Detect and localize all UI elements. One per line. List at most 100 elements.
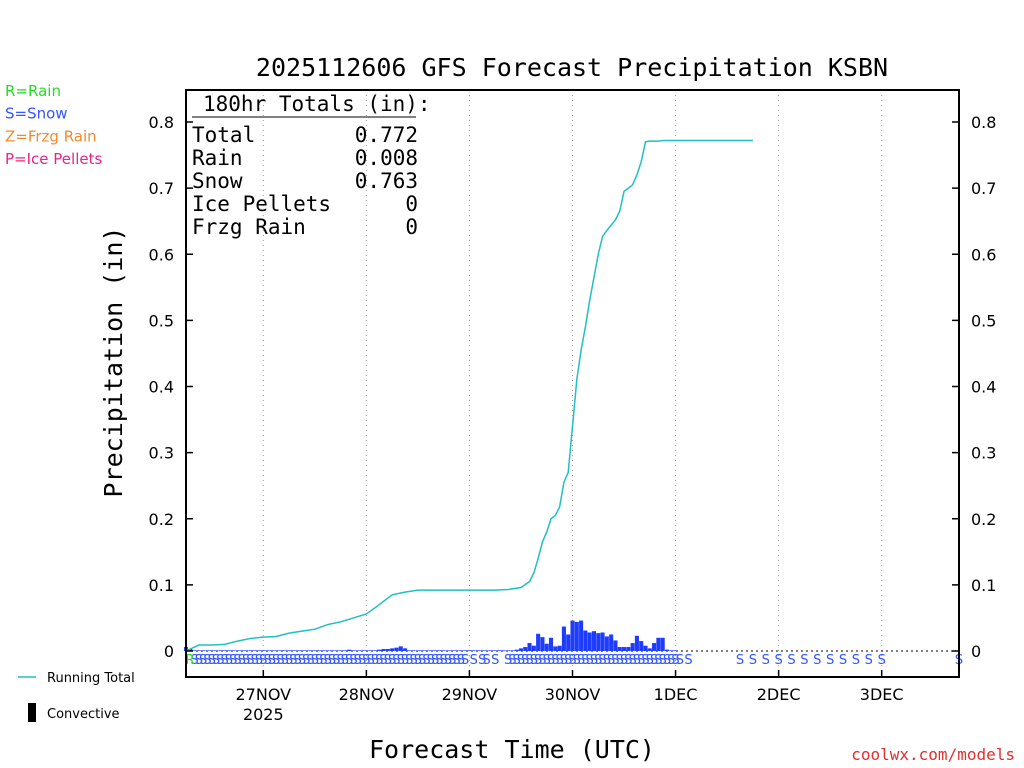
snow-marker: S: [667, 653, 675, 668]
snow-marker: S: [568, 653, 576, 668]
precip-bar: [497, 650, 502, 651]
precip-bar: [364, 650, 369, 651]
y-tick-label-right: 0.1: [971, 576, 996, 595]
precip-bar: [347, 649, 352, 651]
snow-marker: S: [384, 653, 392, 668]
x-tick-label: 28NOV: [339, 685, 395, 704]
series-legend: Running Total Convective: [18, 671, 135, 722]
precip-bar: [265, 650, 270, 651]
snow-marker: S: [547, 653, 555, 668]
precip-bar: [282, 650, 287, 651]
precip-bar: [188, 649, 193, 651]
credit-link[interactable]: coolwx.com/models: [851, 745, 1015, 764]
snow-marker: S: [654, 653, 662, 668]
snow-marker: S: [573, 653, 581, 668]
snow-marker: S: [586, 653, 594, 668]
snow-marker: S: [336, 653, 344, 668]
precip-bar: [407, 650, 412, 651]
snow-marker: S: [375, 653, 383, 668]
precip-bar: [420, 650, 425, 651]
precip-bar: [381, 649, 386, 651]
y-tick-label-left: 0.2: [149, 510, 174, 529]
snow-marker: S: [440, 653, 448, 668]
snow-marker: S: [865, 653, 873, 668]
snow-marker: S: [401, 653, 409, 668]
type-legend-item: P=Ice Pellets: [5, 150, 102, 168]
snow-marker: S: [427, 653, 435, 668]
plot-frame: [185, 89, 960, 678]
precip-bar: [342, 650, 347, 651]
snow-marker: S: [852, 653, 860, 668]
precip-bar: [433, 650, 438, 651]
snow-marker: S: [611, 653, 619, 668]
precip-bar: [201, 650, 206, 651]
precip-bar: [475, 650, 481, 651]
precip-bar: [630, 643, 635, 651]
snow-marker: S: [225, 653, 233, 668]
snow-marker: S: [671, 653, 679, 668]
x-tick-label: 3DEC: [860, 685, 904, 704]
rain-marker: R: [185, 653, 194, 668]
precip-bar: [570, 620, 575, 651]
precip-bar: [222, 650, 227, 651]
precip-bar: [196, 650, 201, 651]
precip-bar: [604, 636, 609, 651]
precip-bar: [394, 647, 399, 651]
precip-bar: [334, 650, 339, 651]
precip-bar: [368, 650, 373, 651]
precip-bar: [566, 634, 571, 651]
precip-bar: [372, 650, 377, 651]
snow-marker: S: [208, 653, 216, 668]
y-tick-label-right: 0.7: [971, 179, 996, 198]
snow-marker: S: [190, 653, 198, 668]
snow-marker: S: [538, 653, 546, 668]
precip-bar: [338, 650, 343, 651]
precip-bar: [411, 650, 416, 651]
snow-marker: S: [268, 653, 276, 668]
precip-bar: [548, 637, 554, 651]
totals-row-value: 0.772: [355, 123, 418, 147]
precip-bar: [480, 650, 485, 651]
snow-marker: S: [581, 653, 589, 668]
convective-legend-label: Convective: [47, 707, 120, 722]
snow-marker: S: [461, 653, 469, 668]
snow-marker: S: [826, 653, 834, 668]
precip-bar: [527, 643, 532, 651]
y-tick-label-right: 0.8: [971, 113, 996, 132]
snow-marker: S: [878, 653, 886, 668]
snow-marker: S: [341, 653, 349, 668]
precip-bar: [239, 650, 244, 651]
snow-marker: S: [379, 653, 387, 668]
precip-bar: [583, 630, 588, 651]
snow-marker: S: [324, 653, 332, 668]
precip-bar: [441, 650, 446, 651]
snow-marker: S: [637, 653, 645, 668]
snow-marker: S: [551, 653, 559, 668]
snow-marker: S: [749, 653, 757, 668]
snow-marker: S: [238, 653, 246, 668]
y-tick-label-left: 0.3: [149, 444, 174, 463]
snow-marker: S: [491, 653, 499, 668]
totals-row-label: Rain: [192, 146, 243, 170]
snow-marker: S: [504, 653, 512, 668]
y-tick-label-left: 0.6: [149, 245, 174, 264]
snow-marker: S: [328, 653, 336, 668]
precip-bar: [256, 650, 262, 651]
precip-type-legend: R=Rain S=Snow Z=Frzg Rain P=Ice Pellets: [5, 82, 102, 168]
precip-type-markers: SSSSSSSSSSSSSSSSSSSSSSSSSSSSSSSSSSSSSSSS…: [185, 653, 963, 668]
snow-marker: S: [775, 653, 783, 668]
snow-marker: S: [233, 653, 241, 668]
snow-marker: S: [607, 653, 615, 668]
y-tick-label-left: 0.5: [149, 311, 174, 330]
snow-marker: S: [281, 653, 289, 668]
y-tick-label-right: 0: [971, 642, 981, 661]
precip-bar: [214, 650, 219, 651]
y-tick-label-left: 0.4: [149, 378, 174, 397]
y-tick-label-left: 0.8: [149, 113, 174, 132]
totals-row-value: 0: [405, 192, 418, 216]
snow-marker: S: [272, 653, 280, 668]
snow-marker: S: [435, 653, 443, 668]
snow-marker: S: [444, 653, 452, 668]
snow-marker: S: [414, 653, 422, 668]
precip-bar: [600, 632, 605, 651]
